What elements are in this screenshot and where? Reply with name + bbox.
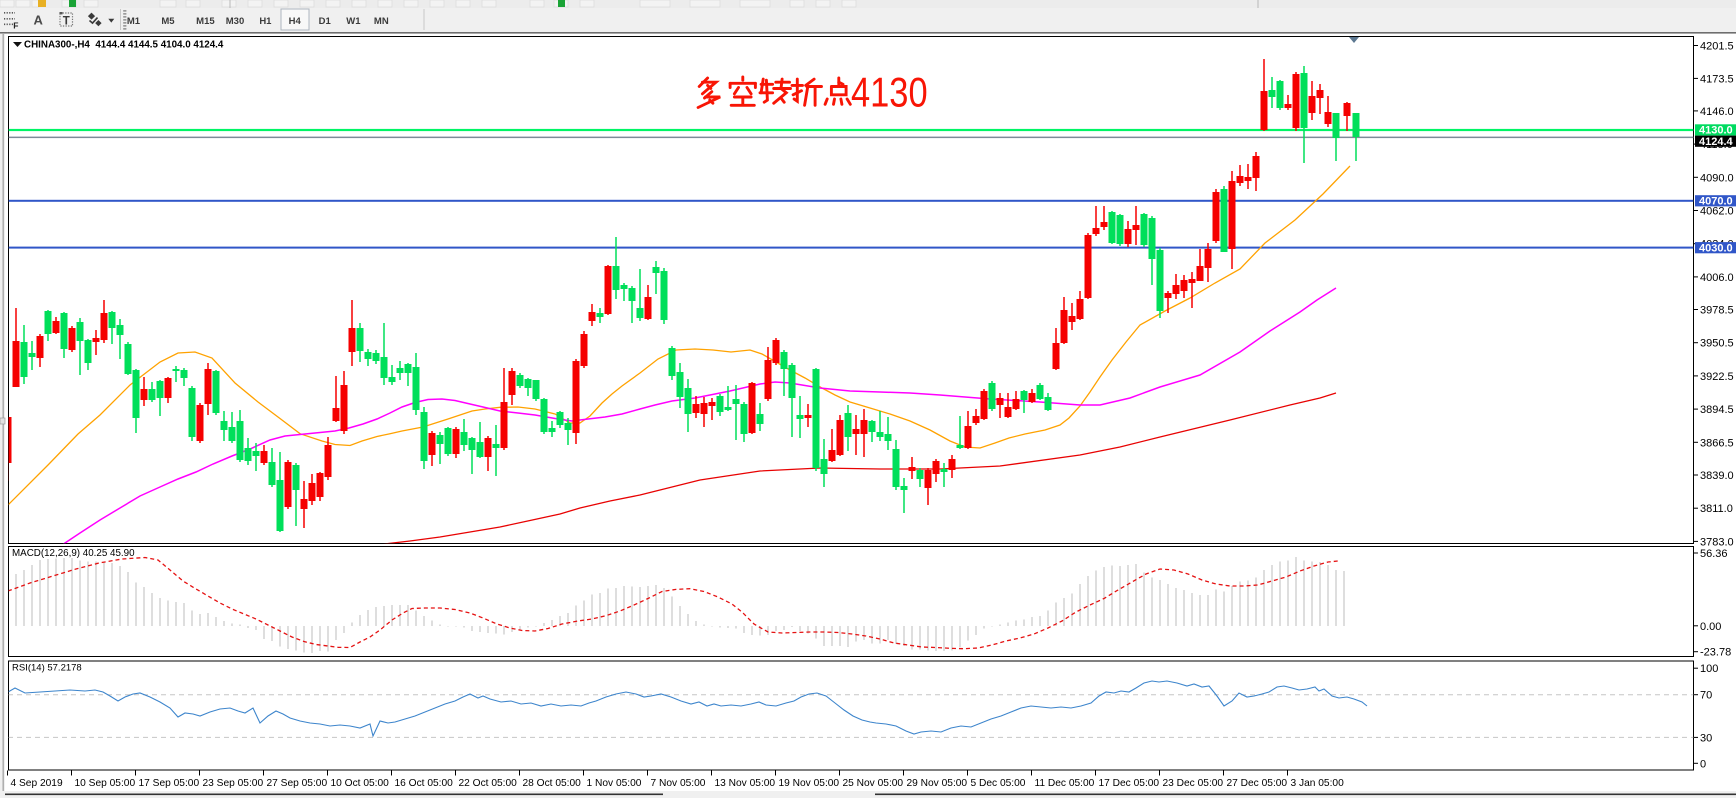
svg-text:F: F [13,21,18,31]
svg-text:M30: M30 [226,16,244,27]
svg-text:4124.4: 4124.4 [1699,136,1734,148]
svg-text:17 Dec 05:00: 17 Dec 05:00 [1099,778,1160,789]
svg-text:H4: H4 [289,16,302,27]
svg-text:23 Sep 05:00: 23 Sep 05:00 [203,778,264,789]
svg-text:3839.0: 3839.0 [1700,470,1734,482]
svg-text:23 Dec 05:00: 23 Dec 05:00 [1163,778,1224,789]
svg-text:M5: M5 [161,16,175,27]
svg-text:0.00: 0.00 [1700,621,1721,633]
svg-text:56.36: 56.36 [1700,548,1728,560]
svg-text:H1: H1 [259,16,272,27]
svg-text:1 Nov 05:00: 1 Nov 05:00 [587,778,642,789]
svg-text:3866.5: 3866.5 [1700,437,1734,449]
svg-text:4090.0: 4090.0 [1700,172,1734,184]
svg-text:3922.5: 3922.5 [1700,371,1734,383]
svg-text:27 Sep 05:00: 27 Sep 05:00 [267,778,328,789]
svg-text:3978.5: 3978.5 [1700,305,1734,317]
svg-text:4062.0: 4062.0 [1700,206,1734,218]
svg-text:17 Sep 05:00: 17 Sep 05:00 [139,778,200,789]
svg-text:CHINA300-,H4 4144.4 4144.5 41: CHINA300-,H4 4144.4 4144.5 4104.0 4124.4 [24,40,224,51]
svg-text:19 Nov 05:00: 19 Nov 05:00 [779,778,840,789]
svg-text:W1: W1 [346,16,361,27]
svg-text:10 Sep 05:00: 10 Sep 05:00 [75,778,136,789]
svg-text:RSI(14) 57.2178: RSI(14) 57.2178 [12,663,82,674]
svg-text:10 Oct 05:00: 10 Oct 05:00 [331,778,390,789]
svg-text:0: 0 [1700,758,1706,770]
svg-text:22 Oct 05:00: 22 Oct 05:00 [459,778,518,789]
svg-text:3811.0: 3811.0 [1700,503,1733,515]
svg-text:MACD(12,26,9) 40.25 45.90: MACD(12,26,9) 40.25 45.90 [12,548,135,559]
svg-text:M15: M15 [196,16,215,27]
svg-text:11 Dec 05:00: 11 Dec 05:00 [1035,778,1095,789]
svg-text:29 Nov 05:00: 29 Nov 05:00 [907,778,968,789]
svg-text:4201.5: 4201.5 [1700,41,1734,53]
svg-text:3 Jan 05:00: 3 Jan 05:00 [1291,778,1345,789]
svg-text:100: 100 [1700,663,1718,675]
svg-text:30: 30 [1700,732,1712,744]
svg-text:4130.0: 4130.0 [1699,125,1733,137]
svg-text:T: T [63,16,70,28]
svg-text:70: 70 [1700,690,1712,702]
svg-text:MN: MN [374,16,389,27]
svg-text:4130: 4130 [851,70,928,117]
svg-text:4070.0: 4070.0 [1699,196,1733,208]
svg-text:4030.0: 4030.0 [1699,242,1733,254]
svg-text:13 Nov 05:00: 13 Nov 05:00 [715,778,776,789]
svg-text:16 Oct 05:00: 16 Oct 05:00 [395,778,454,789]
svg-text:4173.5: 4173.5 [1700,73,1734,85]
svg-text:7 Nov 05:00: 7 Nov 05:00 [651,778,706,789]
svg-text:A: A [34,12,44,27]
svg-text:4 Sep 2019: 4 Sep 2019 [11,778,63,789]
svg-text:-23.78: -23.78 [1700,647,1731,659]
svg-text:4006.0: 4006.0 [1700,272,1734,284]
svg-text:D1: D1 [319,16,332,27]
svg-text:27 Dec 05:00: 27 Dec 05:00 [1227,778,1288,789]
svg-text:3950.5: 3950.5 [1700,338,1734,350]
svg-text:M1: M1 [127,16,141,27]
svg-text:4146.0: 4146.0 [1700,106,1734,118]
svg-text:3783.0: 3783.0 [1700,536,1734,548]
svg-text:28 Oct 05:00: 28 Oct 05:00 [523,778,582,789]
svg-text:5 Dec 05:00: 5 Dec 05:00 [971,778,1026,789]
svg-text:3894.5: 3894.5 [1700,404,1734,416]
svg-text:25 Nov 05:00: 25 Nov 05:00 [843,778,904,789]
